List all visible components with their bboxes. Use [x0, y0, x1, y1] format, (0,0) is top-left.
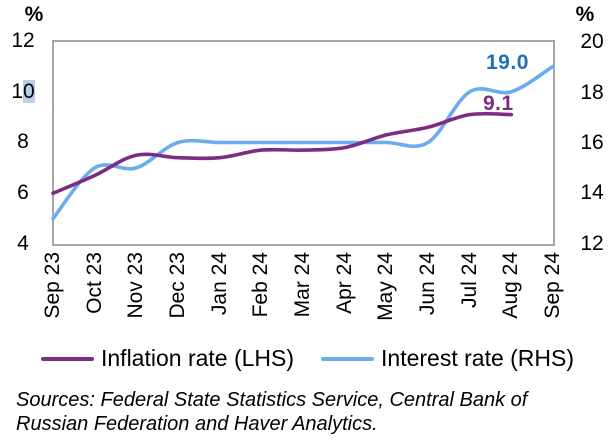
- x-axis-label-sep23: Sep 23: [41, 252, 64, 319]
- interest-line-swatch: [321, 356, 375, 361]
- legend-label-interest: Interest rate (RHS): [381, 345, 575, 371]
- right-axis-tick-20: 20: [580, 30, 604, 53]
- right-axis-unit: %: [575, 3, 595, 26]
- tick-10-selected-char: 0: [23, 80, 35, 103]
- x-axis-label-mar24: Mar 24: [291, 252, 314, 318]
- x-axis-label-nov23: Nov 23: [124, 252, 147, 319]
- interest-rate-end-label: 19.0: [486, 51, 529, 74]
- inflation-line-swatch: [41, 356, 94, 361]
- x-axis-label-apr24: Apr 24: [333, 252, 356, 314]
- sources-note: Sources: Federal State Statistics Servic…: [16, 388, 596, 436]
- x-axis-label-jun24: Jun 24: [416, 252, 439, 316]
- sources-line-1: Sources: Federal State Statistics Servic…: [16, 389, 528, 411]
- inflation-rate-end-label: 9.1: [483, 92, 514, 115]
- x-axis-label-may24: May 24: [374, 252, 397, 321]
- left-axis-tick-10: 10: [2, 80, 44, 103]
- x-axis-label-jul24: Jul 24: [458, 252, 481, 309]
- right-axis-tick-16: 16: [580, 131, 604, 154]
- legend-item-inflation: Inflation rate (LHS): [41, 345, 294, 372]
- x-axis-label-sep24: Sep 24: [541, 252, 564, 319]
- sources-line-2: Russian Federation and Haver Analytics.: [16, 413, 378, 435]
- left-axis-unit: %: [24, 3, 44, 26]
- x-axis-label-aug24: Aug 24: [499, 252, 522, 319]
- right-axis-tick-14: 14: [580, 181, 604, 204]
- left-axis-tick-4: 4: [17, 232, 29, 255]
- legend-label-inflation: Inflation rate (LHS): [101, 345, 295, 371]
- tick-10-prefix: 1: [11, 80, 23, 103]
- x-axis-label-feb24: Feb 24: [249, 252, 272, 318]
- left-axis-tick-12: 12: [11, 29, 35, 52]
- x-axis-label-jan24: Jan 24: [208, 252, 231, 316]
- x-axis-label-oct23: Oct 23: [83, 252, 106, 314]
- chart-plot: [51, 64, 555, 221]
- right-axis-tick-18: 18: [580, 81, 604, 104]
- x-axis-label-dec23: Dec 23: [166, 252, 189, 319]
- inflation-rate-line: [51, 111, 514, 196]
- legend-item-interest: Interest rate (RHS): [321, 345, 574, 372]
- left-axis-tick-8: 8: [17, 130, 29, 153]
- left-axis-tick-6: 6: [17, 181, 29, 204]
- legend: Inflation rate (LHS) Interest rate (RHS): [41, 345, 574, 372]
- interest-rate-line: [51, 64, 555, 221]
- right-axis-tick-12: 12: [580, 232, 604, 255]
